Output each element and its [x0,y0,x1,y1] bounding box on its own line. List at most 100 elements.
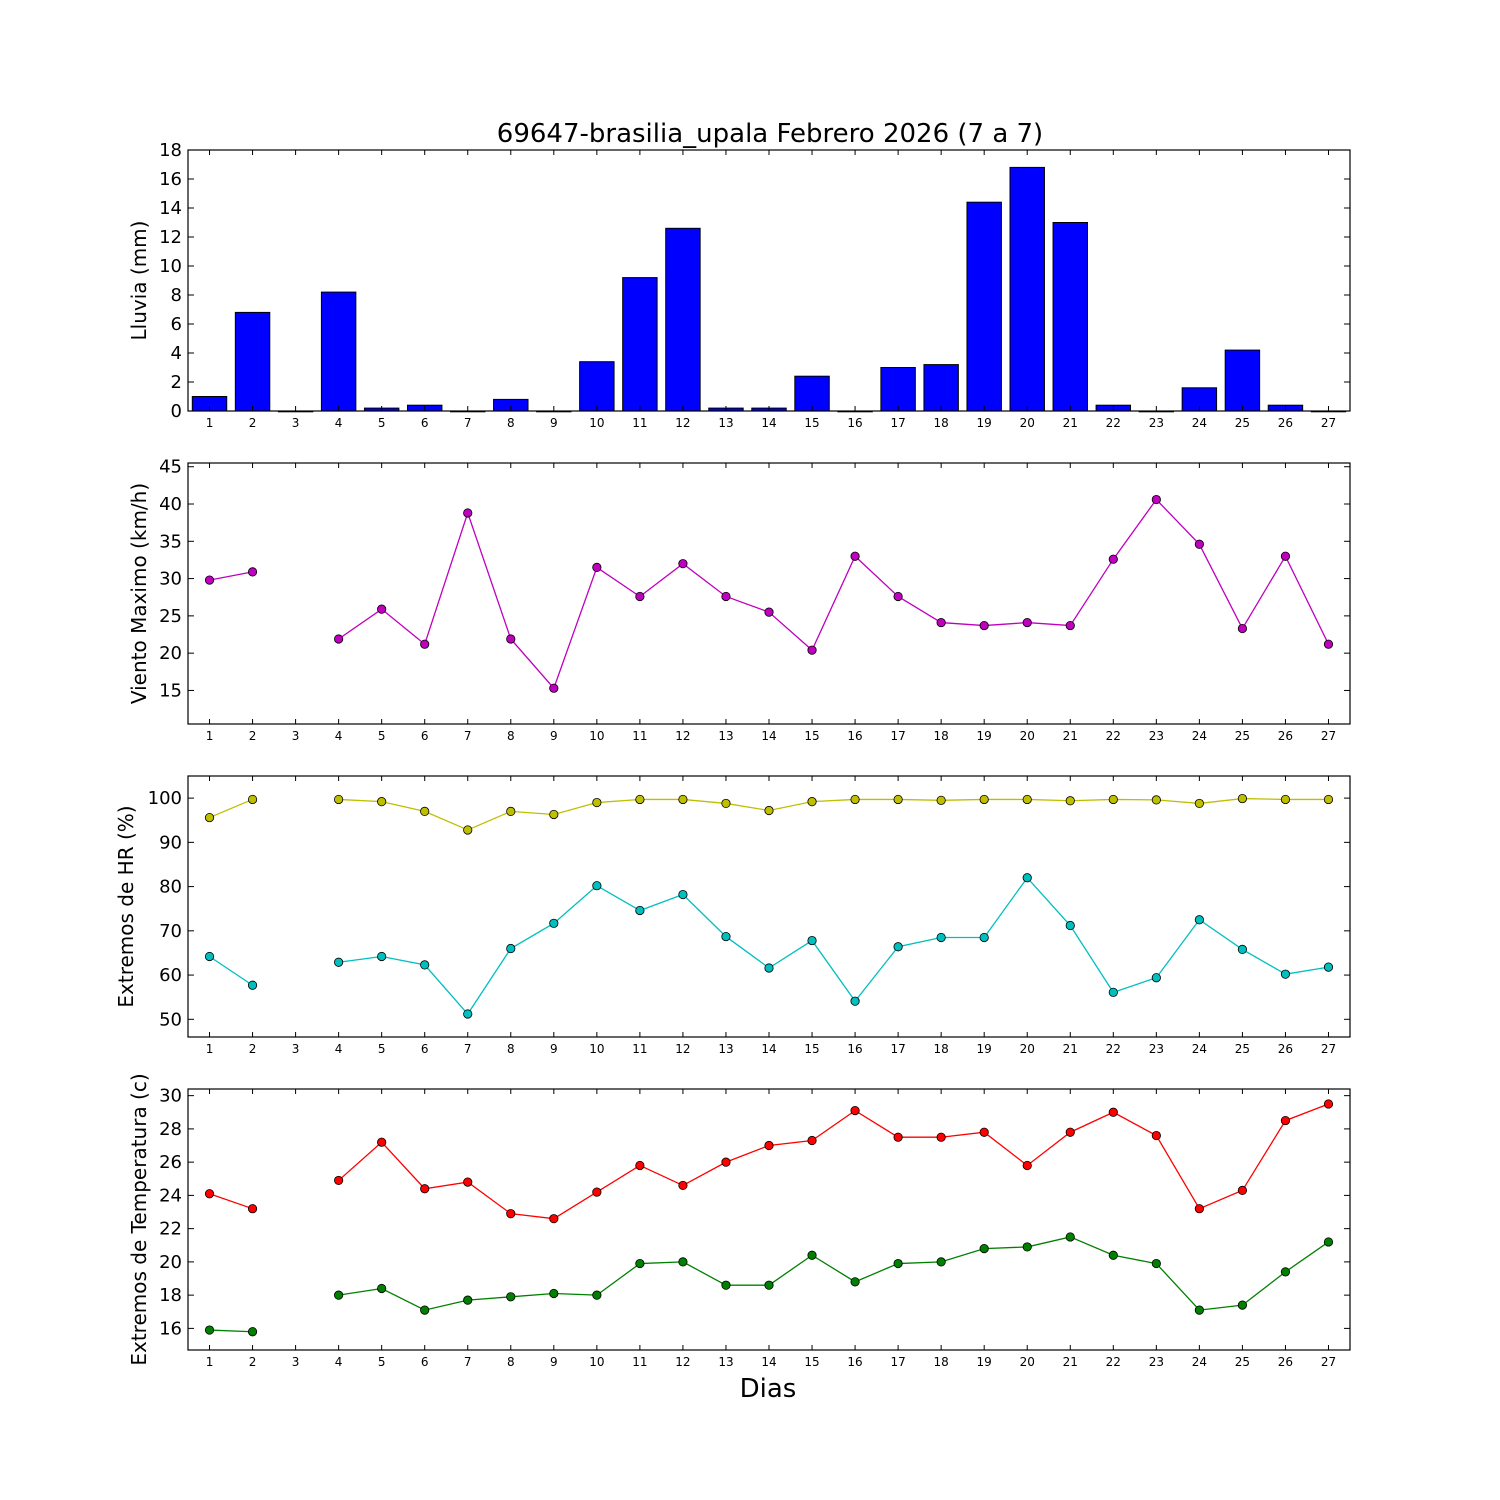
point-day-11 [635,591,645,602]
point-day-1 [204,575,215,585]
x-tick-label: 24 [1192,1355,1207,1369]
point-day-18 [936,932,946,943]
y-tick-label: 16 [159,1318,182,1339]
x-tick-label: 8 [507,416,515,430]
x-tick-label: 9 [550,1042,558,1056]
bar-day-17 [880,367,916,412]
bar-day-10 [579,361,615,412]
point-day-4 [334,1175,344,1186]
series-line [338,876,1329,1016]
point-day-9 [549,683,559,693]
point-day-8 [506,1209,516,1219]
point-day-18 [936,617,946,628]
bar-day-2 [234,311,271,412]
x-tick-label: 24 [1192,416,1207,430]
panel-2: 1 2 3 4 5 6 7 8 9 10 11 12 13 14 15 16 17 18 19 20 21 22 23 24 2… [127,457,1351,743]
point-day-15 [807,797,817,807]
point-day-9 [549,918,559,928]
point-day-15 [807,645,817,655]
y-tick-label: 70 [159,921,182,942]
x-tick-label: 17 [890,1042,905,1056]
y-tick-label: 8 [171,285,182,306]
x-tick-label: 9 [550,416,558,430]
point-day-16 [850,1106,860,1116]
point-day-7 [463,1009,473,1019]
y-tick-label: 24 [159,1185,182,1206]
series-line [209,1193,253,1210]
y-tick-label: 20 [159,1252,182,1273]
y-tick-label: 12 [159,227,182,248]
bar-day-19 [966,201,1002,412]
series-line [209,798,253,819]
x-tick-label: 11 [632,1355,647,1369]
point-day-24 [1194,539,1204,549]
point-day-2 [247,980,258,990]
series-line [338,1103,1329,1220]
bar-day-21 [1052,222,1088,412]
y-tick-label: 80 [159,877,182,898]
point-day-18 [936,1132,946,1142]
x-tick-label: 20 [1020,416,1035,430]
point-day-14 [764,1140,774,1151]
x-tick-label: 10 [589,1042,604,1056]
point-day-24 [1194,915,1204,925]
point-day-19 [979,794,989,805]
point-day-14 [764,963,774,973]
x-tick-label: 13 [718,416,733,430]
x-tick-label: 25 [1235,1355,1250,1369]
series-line [338,498,1330,690]
point-day-22 [1108,1250,1118,1260]
series-1 [204,793,1334,835]
point-day-8 [506,806,516,816]
x-tick-label: 4 [335,1042,343,1056]
point-day-10 [592,1187,602,1197]
x-tick-label: 12 [675,729,690,743]
series-line [338,1236,1329,1311]
x-tick-label: 13 [718,1355,733,1369]
point-day-16 [850,1277,860,1287]
x-tick-label: 7 [464,416,472,430]
point-day-25 [1237,623,1248,634]
point-day-24 [1194,1305,1204,1315]
point-day-21 [1065,1232,1075,1242]
x-tick-label: 24 [1192,729,1207,743]
x-tick-label: 22 [1106,1355,1121,1369]
point-day-26 [1280,1115,1291,1126]
point-day-24 [1194,1204,1204,1214]
point-day-12 [678,1180,688,1191]
x-tick-label: 9 [550,1355,558,1369]
point-day-17 [893,942,903,952]
y-tick-label: 18 [159,1285,182,1306]
point-day-22 [1108,987,1118,997]
x-tick-label: 7 [464,1355,472,1369]
point-day-13 [721,1157,731,1167]
point-day-13 [721,798,731,809]
x-tick-label: 18 [934,1355,949,1369]
x-tick-label: 12 [675,1042,690,1056]
x-tick-label: 26 [1278,416,1293,430]
y-tick-label: 26 [159,1152,182,1173]
point-day-7 [463,1177,473,1187]
series-1 [204,1099,1334,1224]
x-tick-label: 20 [1020,1042,1035,1056]
panel-3: 1 2 3 4 5 6 7 8 9 10 11 12 13 14 15 16 17 18 19 20 21 22 23 24 2… [114,775,1351,1056]
point-day-16 [850,551,860,561]
point-day-14 [764,1280,774,1290]
point-day-2 [247,794,258,805]
x-tick-label: 3 [292,416,300,430]
point-day-10 [592,797,602,808]
x-tick-label: 11 [632,729,647,743]
x-tick-label: 8 [507,729,515,743]
y-tick-label: 40 [159,494,182,515]
point-day-16 [850,996,860,1006]
point-day-21 [1065,920,1075,931]
point-day-23 [1151,494,1161,505]
x-tick-label: 7 [464,729,472,743]
point-day-11 [635,905,645,916]
x-tick-label: 13 [718,1042,733,1056]
point-day-12 [678,794,688,805]
point-day-22 [1108,794,1118,805]
point-day-12 [678,1257,688,1267]
point-day-23 [1151,1130,1161,1141]
